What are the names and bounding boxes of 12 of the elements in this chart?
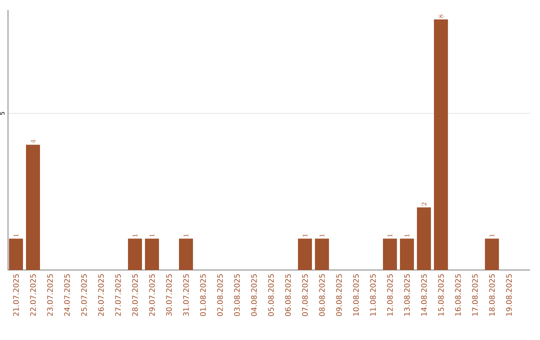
bar xyxy=(26,144,40,270)
bar xyxy=(298,238,312,270)
bar xyxy=(416,207,431,270)
bar xyxy=(400,238,414,270)
bar xyxy=(484,238,499,270)
bar xyxy=(144,238,159,270)
bar xyxy=(128,238,142,270)
bar xyxy=(382,238,397,270)
bar xyxy=(8,238,23,270)
bar xyxy=(314,238,329,270)
bar xyxy=(178,238,193,270)
bar xyxy=(434,19,448,270)
